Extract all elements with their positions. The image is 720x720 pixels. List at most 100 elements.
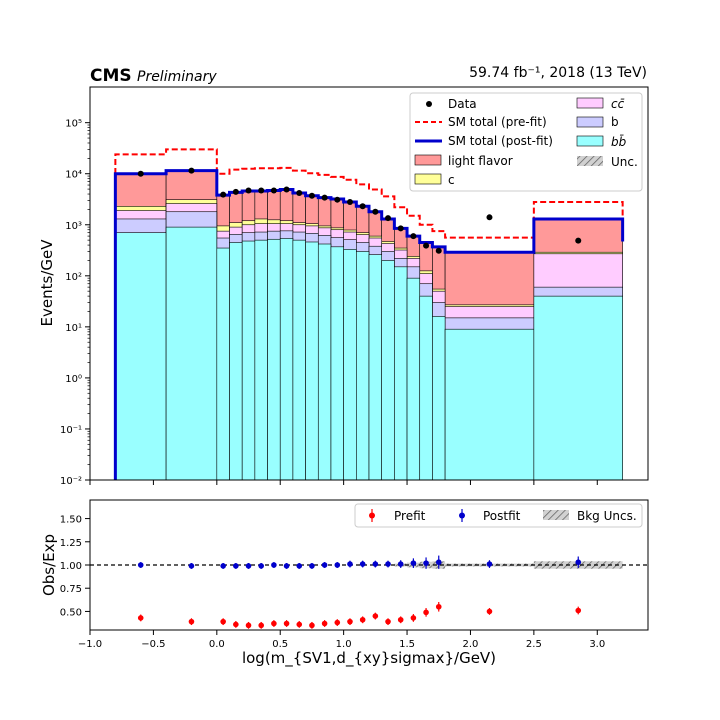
ratio-y-tick-label-1: 0.75 [60,584,82,595]
ratio-postfit-point-20 [486,560,493,568]
x-tick-label-5: 1.5 [399,639,415,650]
ratio-legend-swatch-bkg [543,510,569,520]
ratio-legend-marker-prefit [369,512,375,519]
x-tick-label-3: 0.5 [272,639,288,650]
bar-bbbar-20 [444,328,535,480]
data-point-9 [308,192,315,199]
data-point-14 [372,208,379,215]
data-point-0 [137,170,144,177]
ratio-prefit-point-5 [258,621,265,629]
data-point-17 [410,233,417,240]
legend-label-bbbar: bb̄ [611,135,627,149]
legend-entry-b: b [576,115,619,129]
experiment-label: CMS [90,66,132,86]
main-y-ticks: 10⁻² 10⁻¹ 10⁰ 10¹ 10² 10³ 10⁴ 10⁵ [60,119,90,487]
ratio-prefit-point-3 [233,621,239,628]
ratio-points [137,555,582,629]
main-y-tick-label-5: 10³ [65,221,82,232]
x-tick-label-2: 0.0 [209,639,225,650]
legend-swatch-light [414,154,442,166]
legend-swatch-c [414,173,442,185]
data-point-12 [346,198,353,205]
main-panel: 10⁻² 10⁻¹ 10⁰ 10¹ 10² 10³ 10⁴ 10⁵ Events/GeV Da… [38,86,649,487]
main-y-tick-label-7: 10⁵ [65,119,82,130]
ratio-postfit-point-5 [258,563,265,569]
ratio-y-tick-label-4: 1.50 [60,515,82,526]
ratio-prefit-point-20 [486,608,493,615]
ratio-x-ticks: −1.0 −0.5 0.0 0.5 1.0 1.5 2.0 2.5 3.0 [78,630,605,650]
bar-bbbar-13 [356,251,370,480]
ratio-postfit-point-3 [233,563,239,569]
ratio-legend-entry-bkg: Bkg Uncs. [543,509,637,523]
data-point-21 [575,237,582,244]
bar-bbbar-8 [292,239,306,480]
ratio-prefit-point-17 [410,614,417,622]
legend-label-light: light flavor [448,154,513,168]
ratio-legend-marker-postfit [459,512,465,519]
ratio-postfit-point-0 [137,562,144,568]
data-point-18 [423,242,430,249]
x-tick-label-8: 3.0 [589,639,605,650]
x-tick-label-6: 2.0 [463,639,479,650]
bar-bbbar-15 [381,260,395,480]
bar-bbbar-4 [241,240,256,480]
x-tick-label-1: −0.5 [141,639,165,650]
main-y-axis-label: Events/GeV [38,239,56,327]
ratio-prefit-point-11 [334,619,341,626]
bar-bbbar-21 [533,295,623,480]
bar-bbbar-0 [115,232,167,480]
main-y-tick-label-0: 10⁻² [60,476,82,487]
legend-label-b: b [611,115,619,129]
ratio-prefit-point-9 [309,621,315,629]
ratio-postfit-point-16 [397,560,404,568]
ratio-postfit-point-19 [435,555,442,569]
x-axis-label: log(m_{SV1,d_{xy}sigmax}/GeV) [242,649,496,668]
data-point-19 [435,247,442,254]
legend-entry-light: light flavor [414,154,513,168]
ratio-panel: 0.50 0.75 1.00 1.25 1.50 −1.0 −0.5 0.0 0.5 1.0 1.… [40,499,649,668]
ratio-y-tick-label-3: 1.25 [60,538,82,549]
legend-swatch-bbbar [576,135,604,147]
luminosity-label: 59.74 fb⁻¹, 2018 (13 TeV) [469,65,647,81]
legend-label-data: Data [448,97,477,111]
main-y-tick-label-3: 10¹ [65,323,82,334]
legend-entry-data: Data [426,97,477,111]
ratio-postfit-point-14 [372,560,379,568]
bar-bbbar-17 [406,277,421,480]
bar-bbbar-19 [432,316,446,480]
ratio-postfit-point-6 [271,562,277,568]
data-point-1 [188,167,195,174]
ratio-legend-label-prefit: Prefit [394,509,426,523]
data-point-3 [232,188,239,195]
data-point-15 [385,215,392,222]
ratio-prefit-point-10 [321,620,328,627]
data-point-6 [270,187,277,194]
data-point-10 [321,194,328,201]
ratio-postfit-point-4 [245,563,252,569]
ratio-legend-label-bkg: Bkg Uncs. [577,509,637,523]
ratio-postfit-point-10 [321,562,328,568]
bar-bbbar-18 [419,295,433,480]
legend-label-ccbar: cc̄ [611,97,625,111]
ratio-y-tick-label-0: 0.50 [60,607,82,618]
x-tick-label-7: 2.5 [526,639,542,650]
main-x-ticks [89,480,598,485]
ratio-postfit-point-8 [296,563,303,569]
data-point-20 [486,214,493,221]
bar-bbbar-14 [368,254,382,480]
stack-bars [115,170,623,480]
ratio-y-tick-label-2: 1.00 [60,561,82,572]
bar-bbbar-12 [343,249,357,480]
x-tick-label-0: −1.0 [78,639,102,650]
bar-bbbar-5 [254,239,268,480]
data-point-11 [334,196,341,203]
data-point-13 [359,203,366,210]
bar-bbbar-16 [394,266,408,480]
ratio-y-ticks: 0.50 0.75 1.00 1.25 1.50 [60,515,90,618]
legend-marker-data [426,101,432,107]
ratio-prefit-point-6 [271,620,277,627]
ratio-prefit-point-12 [347,618,353,626]
ratio-prefit-point-7 [283,620,290,627]
bar-bbbar-7 [279,238,294,480]
